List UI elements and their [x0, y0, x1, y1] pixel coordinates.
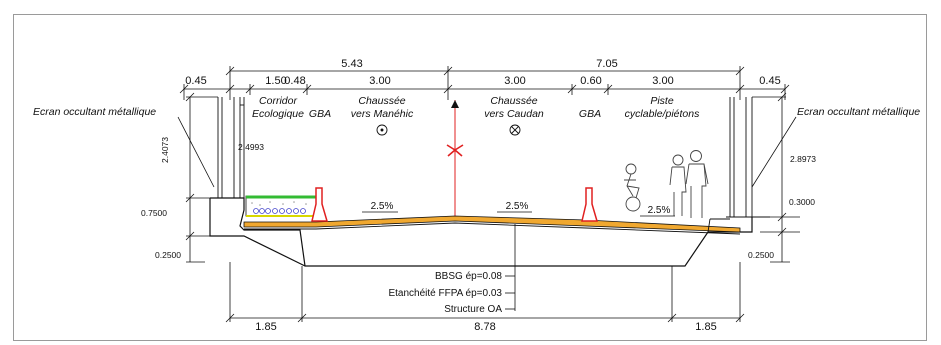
left-screen-label: Ecran occultant métallique: [33, 106, 156, 118]
right-screen: [707, 97, 770, 233]
dim-bottom-center: 8.78: [474, 321, 495, 333]
bottom-dimension-line: [225, 262, 745, 323]
dim-bottom-left: 1.85: [255, 321, 276, 333]
zone-gba-left: GBA: [309, 108, 331, 120]
zone-lane-left-line2: vers Manéhic: [351, 108, 414, 120]
layer-structure-label: Structure OA: [444, 304, 502, 315]
slope-corridor-label: 2.5%: [371, 201, 394, 212]
zone-gba-right: GBA: [579, 108, 601, 120]
dim-lane-right: 3.00: [504, 75, 525, 87]
traffic-toward-icon: [376, 124, 388, 136]
cyclist-figure-icon: [624, 163, 641, 212]
left-screen-leader: [177, 116, 215, 188]
dim-corridor: 1.50: [265, 75, 286, 87]
height-left-screen: 2.4073: [160, 137, 170, 163]
height-left-curb: 0.7500: [141, 208, 167, 218]
zone-cycle-line1: Piste: [650, 95, 674, 107]
layer-waterproof-label: Etanchéité FFPA ép=0.03: [388, 288, 502, 299]
center-axis: [446, 100, 464, 219]
zone-corridor-line1: Corridor: [259, 95, 297, 107]
dim-gba-left: 0.48: [284, 75, 305, 87]
zone-lane-right-line1: Chaussée: [490, 95, 537, 107]
dim-total-right: 7.05: [596, 58, 617, 70]
layer-surface-label: BBSG ép=0.08: [435, 271, 502, 282]
top-total-dimension-line: [225, 66, 745, 100]
zone-lane-left-line1: Chaussée: [358, 95, 405, 107]
height-right-base: 0.2500: [748, 250, 774, 260]
zone-cycle-line2: cyclable/piétons: [625, 108, 700, 120]
right-height-dimensions: [752, 92, 800, 263]
slope-left-lane-label: 2.5%: [506, 201, 529, 212]
pedestrians-figure-icon: [669, 150, 709, 218]
height-right-curb: 0.3000: [789, 197, 815, 207]
structure-top-line: [244, 222, 741, 235]
dim-bottom-right: 1.85: [695, 321, 716, 333]
slope-right-lane-label: 2.5%: [648, 205, 671, 216]
gba-barrier-left: [311, 187, 329, 222]
top-segment-dimension-line: [179, 84, 790, 100]
gba-barrier-right: [581, 187, 599, 222]
slope-arrows: [362, 211, 675, 217]
dim-cycle: 3.00: [652, 75, 673, 87]
dim-right-edge: 0.45: [759, 75, 780, 87]
asphalt-layer: [243, 215, 741, 233]
traffic-away-icon: [509, 124, 521, 136]
right-screen-leader: [751, 116, 797, 188]
right-screen-label: Ecran occultant métallique: [797, 106, 920, 118]
layer-leaders: [505, 224, 516, 311]
height-left-base: 0.2500: [155, 250, 181, 260]
dim-gba-right: 0.60: [580, 75, 601, 87]
corridor-planter: [245, 195, 317, 217]
left-height-dimensions: [185, 92, 218, 263]
zone-lane-right-line2: vers Caudan: [484, 108, 544, 120]
dim-left-edge: 0.45: [185, 75, 206, 87]
height-right-screen: 2.8973: [790, 154, 816, 164]
height-left-inner: 2.4993: [238, 142, 264, 152]
drawing-frame: [13, 14, 927, 341]
dim-total-left: 5.43: [341, 58, 362, 70]
dim-lane-left: 3.00: [369, 75, 390, 87]
zone-corridor-line2: Ecologique: [252, 108, 304, 120]
